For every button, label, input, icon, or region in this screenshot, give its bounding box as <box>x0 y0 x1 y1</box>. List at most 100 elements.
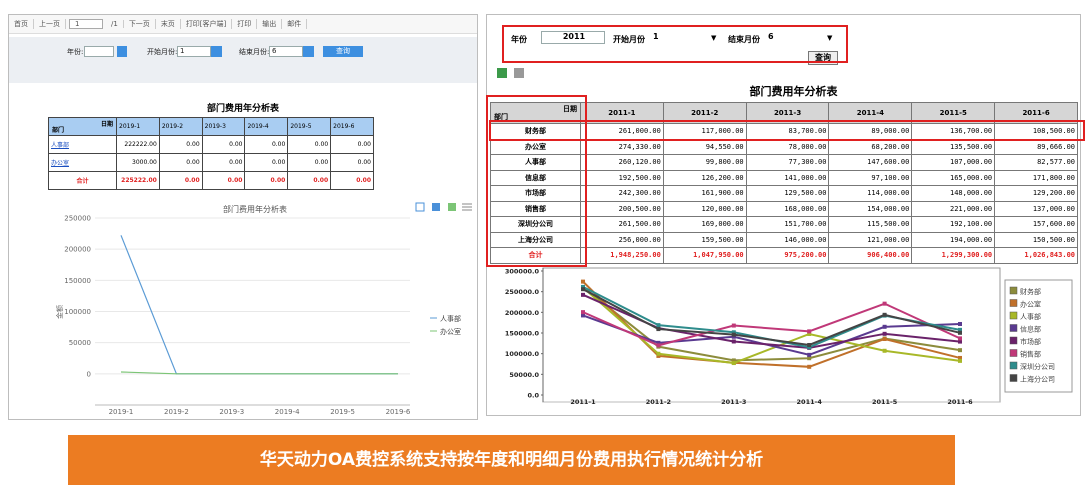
point <box>581 310 585 315</box>
total-cell: 0.00 <box>244 171 289 190</box>
prev-page[interactable]: 上一页 <box>34 19 66 29</box>
point <box>807 356 812 361</box>
point <box>656 340 661 345</box>
point <box>807 342 812 347</box>
point <box>882 312 887 317</box>
corner-bottom: 部门 <box>494 113 508 121</box>
export[interactable]: 输出 <box>257 19 283 29</box>
point <box>731 323 736 328</box>
x-tick-label: 2019-1 <box>109 408 134 416</box>
icon[interactable] <box>415 202 425 212</box>
legend-frame <box>1004 279 1073 393</box>
x-tick-label: 2019-2 <box>164 408 189 416</box>
calendar-icon[interactable] <box>117 46 127 57</box>
column-header: 2019-6 <box>330 117 374 136</box>
legend-swatch <box>1009 374 1018 382</box>
start-select[interactable]: 1 <box>177 46 211 57</box>
x-tick-label: 2011-4 <box>797 398 823 406</box>
y-tick-label: 250000.0 <box>505 288 540 296</box>
mail[interactable]: 邮件 <box>282 19 308 29</box>
table-title: 部门费用年分析表 <box>749 85 838 98</box>
page-input[interactable]: 1 <box>69 19 103 29</box>
next-page[interactable]: 下一页 <box>124 19 156 29</box>
column-header: 2019-4 <box>244 117 289 136</box>
dropdown-arrow[interactable]: ▼ <box>711 34 717 42</box>
icon[interactable] <box>462 203 472 211</box>
column-header: 2011-3 <box>745 102 830 124</box>
data-row: 人事部 222222.00 0.00 0.00 0.00 0.00 0.00 <box>48 135 374 154</box>
total-cell: 906,400.00 <box>828 247 913 264</box>
dropdown-arrow[interactable]: ▼ <box>827 34 833 42</box>
print[interactable]: 打印 <box>232 19 258 29</box>
point <box>882 301 887 306</box>
print-client[interactable]: 打印[客户端] <box>181 19 233 29</box>
end-select[interactable]: 6 <box>766 32 834 44</box>
banner: 华天动力OA费控系统支持按年度和明细月份费用执行情况统计分析 <box>68 435 955 485</box>
x-tick-label: 2019-3 <box>219 408 244 416</box>
total-cell: 0.00 <box>330 171 374 190</box>
y-axis-label: 金额 <box>55 305 64 319</box>
corner-bottom: 部门 <box>52 127 65 134</box>
data-row: 销售部 200,500.00 120,000.00 168,000.00 154,000… <box>490 200 1078 217</box>
year-label: 年份 <box>511 35 527 44</box>
point <box>731 334 736 339</box>
legend-label: 信息部 <box>1020 325 1041 334</box>
print-icon[interactable] <box>514 68 524 78</box>
column-header: 2011-2 <box>662 102 747 124</box>
corner-cell: 日期 部门 <box>490 102 581 124</box>
excel-icon[interactable] <box>497 68 507 78</box>
column-header: 2019-1 <box>116 117 160 136</box>
point <box>807 345 812 350</box>
end-select[interactable]: 6 <box>269 46 303 57</box>
column-header: 2011-6 <box>994 102 1078 124</box>
point <box>656 343 661 348</box>
corner-cell: 日期 部门 <box>48 117 117 136</box>
y-tick-label: 0 <box>87 370 91 378</box>
total-row: 合计 1,948,250.00 1,047,950.00 975,200.00 906,… <box>490 247 1078 264</box>
x-tick-label: 2011-6 <box>947 398 973 406</box>
filter-form: 年份: 开始月份: 1 结束月份: 6 查询 <box>9 37 477 83</box>
total-label: 合计 <box>490 247 581 264</box>
point <box>581 287 585 292</box>
total-cell: 0.00 <box>287 171 332 190</box>
dropdown-icon[interactable] <box>303 46 314 57</box>
y-tick-label: 50000.0 <box>509 371 539 379</box>
legend-swatch <box>1009 299 1018 307</box>
x-tick-label: 2011-3 <box>721 398 746 406</box>
start-select[interactable]: 1 <box>651 32 719 44</box>
legend-label: 人事部 <box>440 314 461 323</box>
year-input[interactable] <box>84 46 114 57</box>
highlight-box <box>502 25 848 63</box>
dropdown-icon[interactable] <box>211 46 222 57</box>
icon[interactable] <box>432 203 440 211</box>
x-tick-label: 2019-4 <box>275 408 300 416</box>
first-page[interactable]: 首页 <box>9 19 34 29</box>
point <box>581 292 585 297</box>
y-tick-label: 300000.0 <box>505 268 540 276</box>
chart-title: 部门费用年分析表 <box>223 204 287 214</box>
y-tick-label: 100000.0 <box>505 350 540 358</box>
right-table: 日期 部门 2011-1 2011-2 2011-3 2011-4 2011-5 2011-6… <box>490 102 1078 264</box>
icon[interactable] <box>448 203 456 211</box>
legend-label: 市场部 <box>1020 337 1041 346</box>
year-input[interactable]: 2011 <box>541 31 605 44</box>
last-page[interactable]: 末页 <box>156 19 181 29</box>
point <box>581 284 585 289</box>
point <box>958 348 962 353</box>
point <box>958 358 962 363</box>
point <box>731 330 736 335</box>
point <box>581 313 585 318</box>
point <box>656 353 661 358</box>
query-button[interactable]: 查询 <box>323 46 363 57</box>
series-line <box>582 314 961 356</box>
point <box>958 330 962 335</box>
total-cell: 1,026,843.00 <box>994 247 1078 264</box>
x-tick-label: 2011-5 <box>872 398 898 406</box>
end-label: 结束月份: <box>239 48 270 56</box>
chart-toolbar-icons <box>415 202 472 212</box>
series-line <box>582 302 961 347</box>
y-tick-label: 250000 <box>64 215 91 223</box>
highlight-box <box>486 95 587 267</box>
